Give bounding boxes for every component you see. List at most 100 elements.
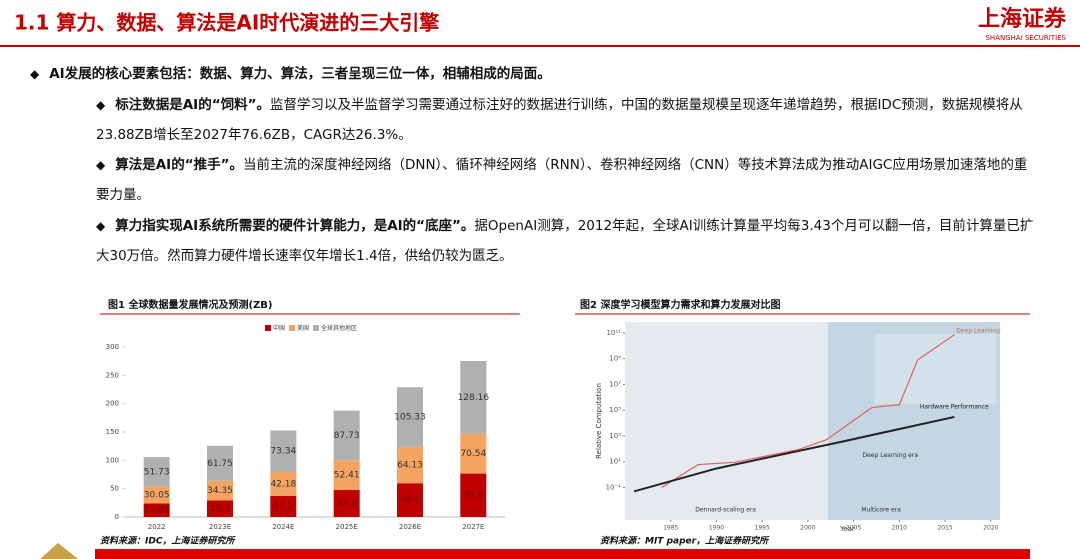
legend-label: 美国 (297, 324, 309, 332)
y-tick-label: 10⁵ (609, 406, 621, 414)
y-tick-label: 50 (110, 485, 119, 493)
y-tick-label: 10¹ (609, 458, 621, 466)
figure-title: 图2 深度学习模型算力需求和算力发展对比图 (580, 298, 780, 311)
logo: 上海证券 (978, 6, 1067, 32)
x-tick-label: 2024E (272, 523, 294, 531)
bar-segment (333, 410, 360, 461)
y-tick-label: 0 (115, 513, 119, 521)
bar-segment (270, 430, 297, 473)
bar-segment (460, 360, 487, 434)
bar-segment (143, 486, 170, 504)
x-tick-label: 2000 (800, 525, 815, 532)
y-tick-label: 10⁻¹ (606, 483, 622, 491)
bar-segment (333, 460, 360, 491)
footer-bar (95, 549, 1030, 559)
point-lead: 算力指实现AI系统所需要的硬件计算能力，是AI的“底座”。 (115, 218, 475, 234)
marker: ◆ (96, 219, 106, 233)
point-lead: 标注数据是AI的“饲料”。 (115, 97, 270, 113)
x-tick-label: 1995 (755, 525, 770, 532)
intro-text: AI发展的核心要素包括：数据、算力、算法，三者呈现三位一体，相辅相成的局面。 (49, 66, 551, 82)
y-tick-label: 10⁹ (609, 355, 621, 363)
annotation: Deep Learning era (862, 452, 918, 459)
value-label: 47.6 (337, 499, 357, 509)
point-lead: 算法是AI的“推手”。 (115, 157, 243, 173)
y-tick-label: 100 (106, 456, 119, 464)
value-label: 76.6 (463, 491, 483, 501)
legend-swatch (313, 325, 320, 331)
value-label: 70.54 (460, 449, 486, 459)
annotation: Dennard-scaling era (695, 507, 756, 514)
point: ◆ 标注数据是AI的“饲料”。监督学习以及半监督学习需要通过标注好的数据进行训练，… (96, 90, 1036, 150)
y-tick-label: 250 (106, 371, 119, 379)
bar-segment (207, 500, 233, 517)
y-tick-label: 150 (106, 428, 119, 436)
value-label: 29.5 (210, 504, 230, 514)
value-label: 128.16 (458, 393, 490, 403)
series-label: Deep Learning (956, 327, 1000, 334)
bar-segment (460, 433, 487, 474)
value-label: 87.73 (334, 431, 360, 441)
value-label: 61.75 (207, 459, 233, 469)
y-tick-label: 10¹¹ (606, 329, 621, 337)
x-tick-label: 2022 (148, 523, 166, 531)
x-tick-label: 1985 (663, 525, 678, 532)
value-label: 64.13 (397, 461, 423, 471)
legend-label: 中国 (273, 324, 285, 332)
x-tick-label: 2025E (336, 523, 358, 531)
point: ◆ 算法是AI的“推手”。当前主流的深度神经网络（DNN）、循环神经网络（RNN）… (96, 150, 1036, 210)
value-label: 34.35 (207, 486, 233, 496)
logo-sub: SHANGHAI SECURITIES (985, 34, 1066, 42)
y-axis-label: Relative Computation (595, 383, 603, 459)
figure-title: 图1 全球数据量发展情况及预测(ZB) (108, 298, 272, 311)
bar-segment (397, 483, 423, 517)
x-tick-label: 2026E (399, 523, 421, 531)
bar-segment (270, 472, 297, 496)
value-label: 37.2 (273, 502, 293, 512)
bar-segment (207, 480, 233, 501)
y-tick-label: 10⁷ (609, 380, 621, 388)
x-tick-label: 2015 (937, 525, 952, 532)
bar-segment (207, 445, 233, 481)
x-tick-label: 2005 (846, 525, 861, 532)
bar-segment (460, 473, 487, 517)
intro: ◆ AI发展的核心要素包括：数据、算力、算法，三者呈现三位一体，相辅相成的局面。 (30, 66, 551, 82)
figure-source: 资料来源：MIT paper，上海证券研究所 (600, 536, 770, 547)
series-line (633, 415, 955, 493)
footer-emblem (40, 543, 78, 559)
value-label: 23.88 (144, 506, 170, 516)
x-tick-label: 2010 (892, 525, 907, 532)
point-text: 当前主流的深度神经网络（DNN）、循环神经网络（RNN）、卷积神经网络（CNN）… (96, 157, 1028, 203)
bar-segment (143, 503, 170, 517)
series-label: Hardware Performance (920, 403, 989, 410)
slide-title: 1.1 算力、数据、算法是AI时代演进的三大引擎 (14, 11, 439, 35)
series-line (661, 334, 955, 489)
point-text: 监督学习以及半监督学习需要通过标注好的数据进行训练，中国的数据量规模呈现逐年递增… (96, 97, 1023, 143)
era-shade-inner (874, 334, 996, 404)
x-tick-label: 1990 (709, 525, 724, 532)
value-label: 105.33 (394, 413, 426, 423)
legend-swatch (265, 325, 271, 331)
marker: ◆ (96, 158, 106, 172)
y-tick-label: 200 (106, 400, 119, 408)
y-tick-label: 300 (106, 343, 119, 351)
bar-segment (333, 490, 360, 517)
x-tick-label: 2027E (462, 523, 484, 531)
value-label: 59.6 (400, 496, 420, 506)
point-text: 据OpenAI测算，2012年起，全球AI训练计算量平均每3.43个月可以翻一倍… (96, 218, 1034, 264)
value-label: 52.41 (334, 471, 360, 481)
value-label: 42.18 (270, 479, 296, 489)
x-axis-label: Year (839, 525, 855, 533)
value-label: 73.34 (270, 447, 296, 457)
bar-segment (397, 387, 423, 447)
legend-label: 全球其他地区 (321, 324, 357, 332)
bar-segment (143, 457, 170, 487)
point: ◆ 算力指实现AI系统所需要的硬件计算能力，是AI的“底座”。据OpenAI测算，… (96, 211, 1036, 271)
value-label: 30.05 (144, 490, 170, 500)
figure-source: 资料来源：IDC，上海证券研究所 (100, 536, 236, 547)
y-tick-label: 10³ (609, 432, 621, 440)
legend-swatch (289, 325, 296, 331)
bar-segment (270, 495, 297, 517)
bar-segment (397, 446, 423, 484)
